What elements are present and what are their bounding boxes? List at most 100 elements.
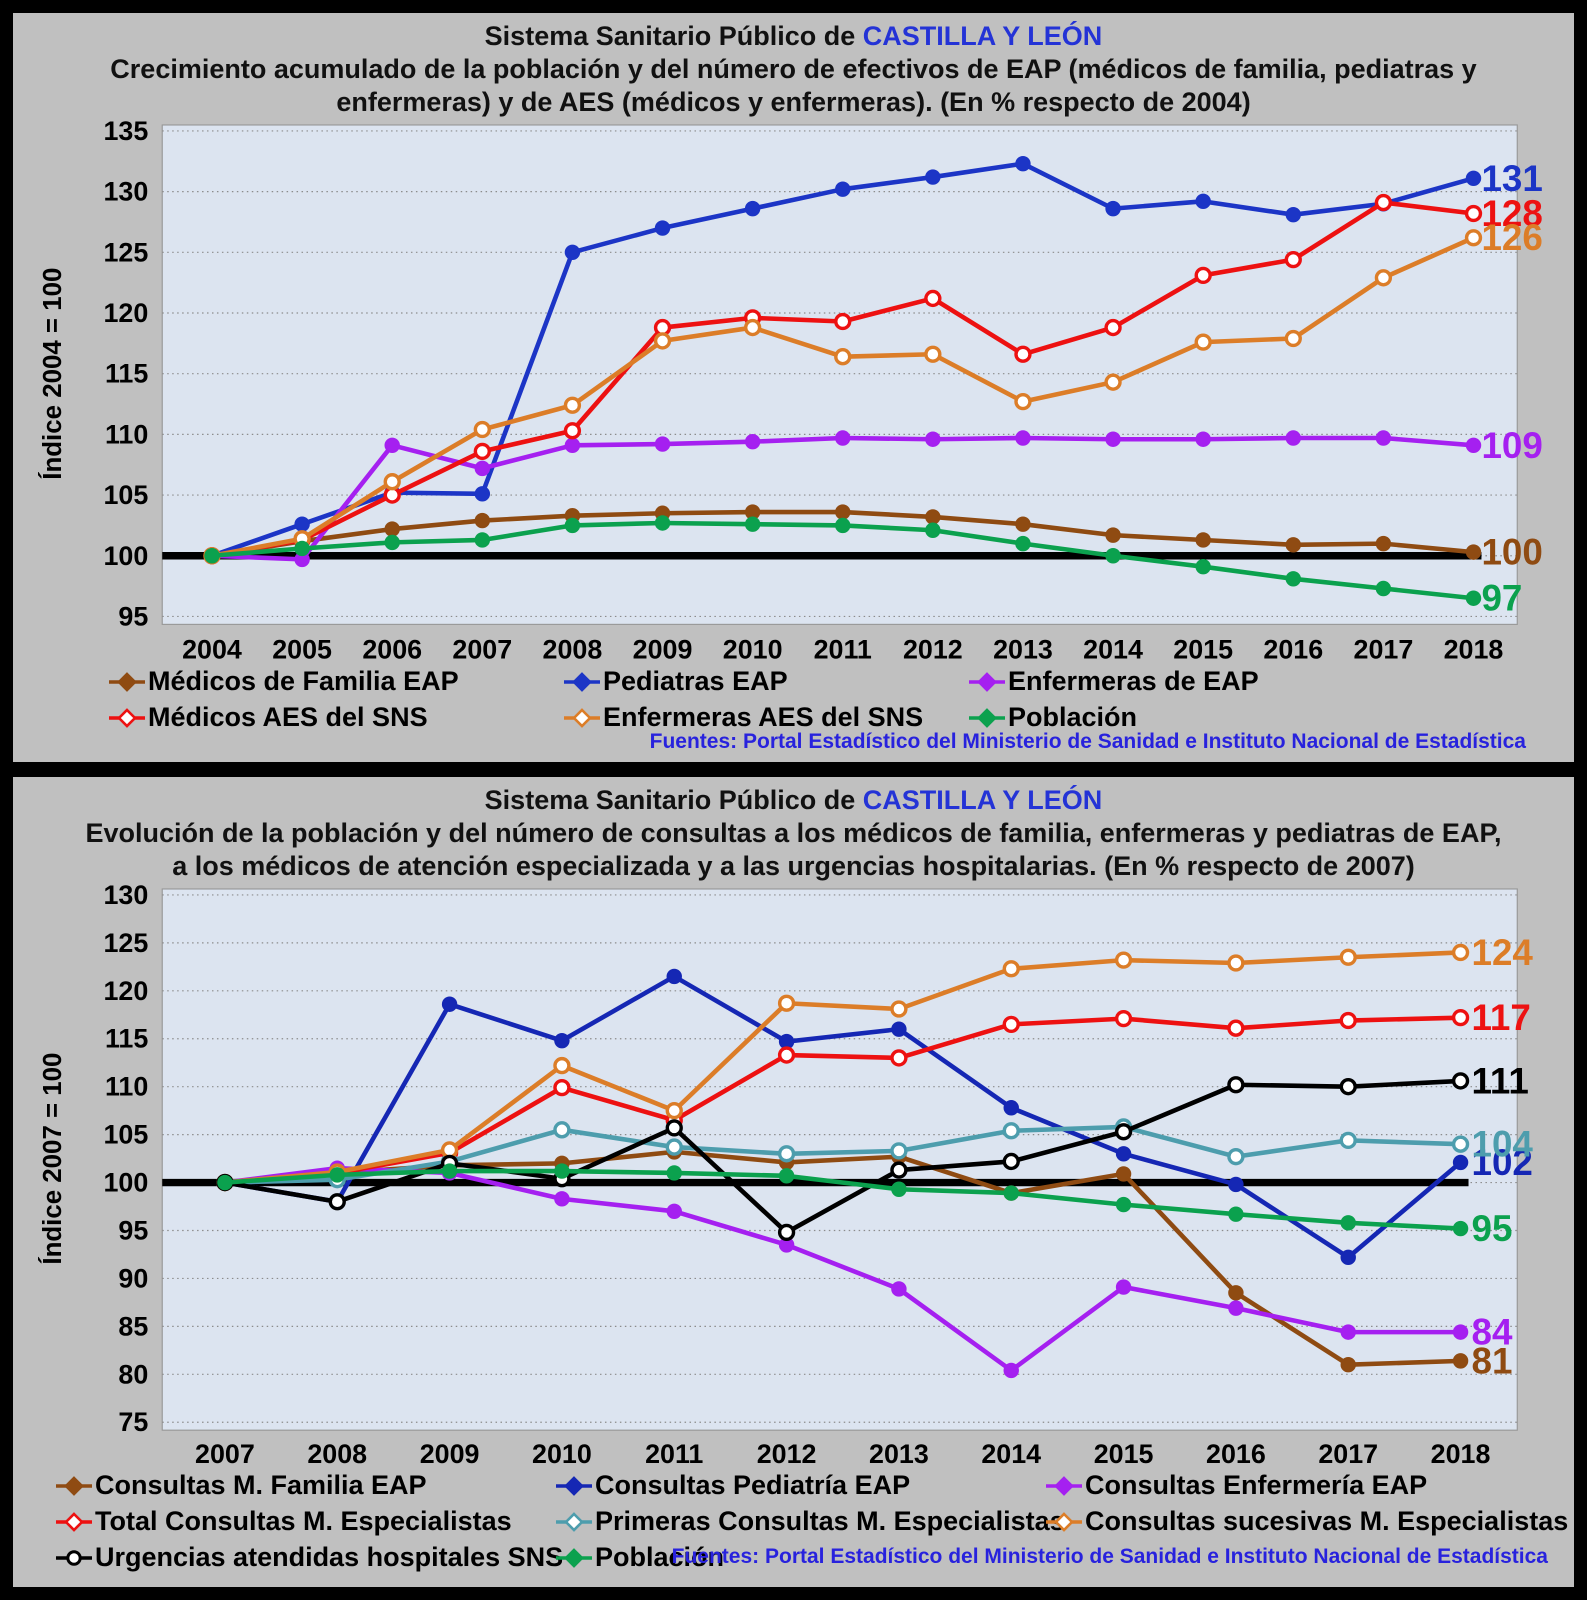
data-point-poblacion (1195, 558, 1211, 575)
data-point-consultas-pediatria-eap (441, 996, 458, 1012)
data-point-consultas-enfermeria-eap (1452, 1324, 1469, 1340)
series-end-label-medicos-de-familia-eap: 100 (1481, 532, 1542, 573)
legend-marker-diamond (64, 1475, 84, 1496)
x-tick-label: 2006 (362, 634, 422, 662)
data-point-consultas-pediatria-eap (891, 1021, 907, 1037)
data-point-enfermeras-aes-del-sns (1374, 269, 1393, 287)
data-point-total-consultas-m-especialistas (553, 1078, 571, 1097)
legend-top-chart: Médicos de Familia EAP Pediatras EAP Enfer… (13, 666, 1574, 733)
series-end-label-urgencias-atendidas-hospitales-sns: 111 (1472, 1060, 1529, 1101)
x-tick-label: 2010 (532, 1439, 592, 1466)
data-point-poblacion (217, 1174, 233, 1191)
series-line-total-consultas-m-especialistas (222, 1015, 1463, 1185)
source-note: Fuentes: Portal Estadístico del Minister… (671, 1545, 1548, 1568)
data-point-total-consultas-m-especialistas (777, 1046, 796, 1064)
series-end-label-consultas-pediatria-eap: 102 (1472, 1142, 1533, 1183)
y-tick-label: 130 (103, 177, 148, 207)
data-point-pediatras-eap (564, 244, 581, 261)
data-point-enfermeras-de-eap (925, 431, 941, 447)
x-tick-label: 2018 (1431, 1439, 1491, 1466)
legend-label: Urgencias atendidas hospitales SNS (95, 1542, 564, 1572)
panel-title-region: CASTILLA Y LEÓN (862, 21, 1103, 51)
data-point-enfermeras-aes-del-sns (924, 345, 942, 363)
y-tick-label: 115 (105, 1024, 148, 1054)
data-point-enfermeras-de-eap (1105, 431, 1121, 447)
data-point-enfermeras-aes-del-sns (834, 348, 852, 366)
data-point-poblacion (474, 532, 491, 548)
legend-item-poblacion: Población (968, 702, 1574, 733)
y-tick-label: 75 (118, 1407, 148, 1437)
x-tick-label: 2007 (195, 1439, 255, 1466)
legend-marker-diamond (117, 707, 137, 728)
data-point-consultas-sucesivas-m-especialistas (1002, 960, 1020, 978)
data-point-enfermeras-aes-del-sns (1194, 333, 1212, 351)
data-point-consultas-sucesivas-m-especialistas (777, 994, 796, 1012)
series-end-label-pediatras-eap: 131 (1481, 158, 1542, 199)
y-axis-title: Índice 2004 = 100 (38, 268, 67, 480)
data-point-medicos-de-familia-eap (1285, 537, 1301, 553)
data-point-urgencias-atendidas-hospitales-sns (1451, 1072, 1470, 1090)
data-point-medicos-aes-del-sns (1014, 345, 1032, 363)
series-end-label-medicos-aes-del-sns: 128 (1481, 193, 1542, 234)
legend-marker-diamond-filled (56, 1475, 92, 1496)
legend-marker-diamond (564, 1511, 584, 1532)
y-tick-label: 90 (118, 1263, 148, 1293)
panel-subtitle-line-2: enfermeras) y de AES (médicos y enfermer… (336, 87, 1251, 117)
data-point-urgencias-atendidas-hospitales-sns (890, 1161, 908, 1179)
x-tick-label: 2016 (1206, 1439, 1266, 1466)
line-chart-consultas: 75 80 85 90 95 100 105 110 115 120 125 130 Índice 20… (38, 883, 1534, 1466)
y-tick-label: 110 (105, 1072, 148, 1102)
y-tick-label: 95 (118, 1215, 148, 1245)
legend-label: Consultas M. Familia EAP (95, 1470, 427, 1500)
y-tick-label: 125 (103, 237, 148, 267)
y-tick-label: 115 (105, 359, 148, 389)
data-point-primeras-consultas-m-especialistas (1339, 1131, 1357, 1150)
data-point-poblacion (1285, 571, 1301, 587)
data-point-poblacion (1115, 1196, 1132, 1213)
y-tick-label: 80 (118, 1359, 148, 1389)
legend-item-total-consultas-m-especialistas: Total Consultas M. Especialistas (55, 1506, 555, 1537)
y-axis-title: Índice 2007 = 100 (38, 1053, 67, 1265)
data-point-enfermeras-de-eap (564, 437, 581, 454)
y-tick-label: 100 (103, 541, 148, 571)
data-point-consultas-pediatria-eap (1452, 1154, 1469, 1171)
data-point-poblacion (329, 1167, 345, 1183)
data-point-primeras-consultas-m-especialistas (1227, 1148, 1245, 1166)
data-point-primeras-consultas-m-especialistas (777, 1145, 796, 1163)
data-point-consultas-pediatria-eap (1003, 1100, 1019, 1116)
x-tick-label: 2011 (814, 634, 872, 662)
data-point-medicos-aes-del-sns (1284, 250, 1302, 269)
legend-marker-diamond-filled (556, 1547, 592, 1568)
data-point-medicos-de-familia-eap (1105, 527, 1121, 543)
legend-marker-diamond-open (1046, 1511, 1082, 1532)
x-tick-label: 2018 (1444, 634, 1504, 662)
plot-background (161, 124, 1518, 625)
panel-consultas-evolution: Sistema Sanitario Público de CASTILLA Y … (9, 773, 1578, 1591)
legend-label: Población (595, 1542, 725, 1572)
data-point-poblacion (564, 517, 581, 534)
legend-marker-diamond-open (556, 1511, 592, 1532)
series-end-label-consultas-sucesivas-m-especialistas: 124 (1472, 932, 1534, 973)
series-line-consultas-sucesivas-m-especialistas (222, 950, 1463, 1185)
data-point-consultas-pediatria-eap (1228, 1176, 1244, 1193)
legend-item-consultas-sucesivas-m-especialistas: Consultas sucesivas M. Especialistas (1045, 1506, 1574, 1537)
data-point-poblacion (744, 516, 761, 532)
data-point-poblacion (666, 1165, 682, 1181)
data-point-pediatras-eap (1195, 193, 1211, 210)
legend-label: Pediatras EAP (603, 666, 788, 697)
panel-title: Sistema Sanitario Público de CASTILLA Y … (13, 784, 1574, 817)
series-end-label-poblacion: 97 (1481, 578, 1522, 619)
legend-item-urgencias-atendidas-hospitales-sns: Urgencias atendidas hospitales SNS (55, 1542, 563, 1573)
data-point-pediatras-eap (654, 220, 671, 236)
x-tick-label: 2007 (452, 634, 512, 662)
data-point-enfermeras-de-eap (1015, 430, 1031, 446)
legend-item-primeras-consultas-m-especialistas: Primeras Consultas M. Especialistas (555, 1506, 1065, 1537)
data-point-poblacion (1015, 535, 1031, 552)
legend-label: Primeras Consultas M. Especialistas (595, 1506, 1065, 1536)
data-point-primeras-consultas-m-especialistas (1002, 1122, 1020, 1140)
data-point-pediatras-eap (474, 486, 491, 502)
data-point-medicos-aes-del-sns (473, 442, 491, 461)
data-point-medicos-aes-del-sns (1464, 204, 1483, 223)
data-point-enfermeras-aes-del-sns (743, 318, 762, 337)
data-point-consultas-pediatria-eap (554, 1032, 570, 1049)
